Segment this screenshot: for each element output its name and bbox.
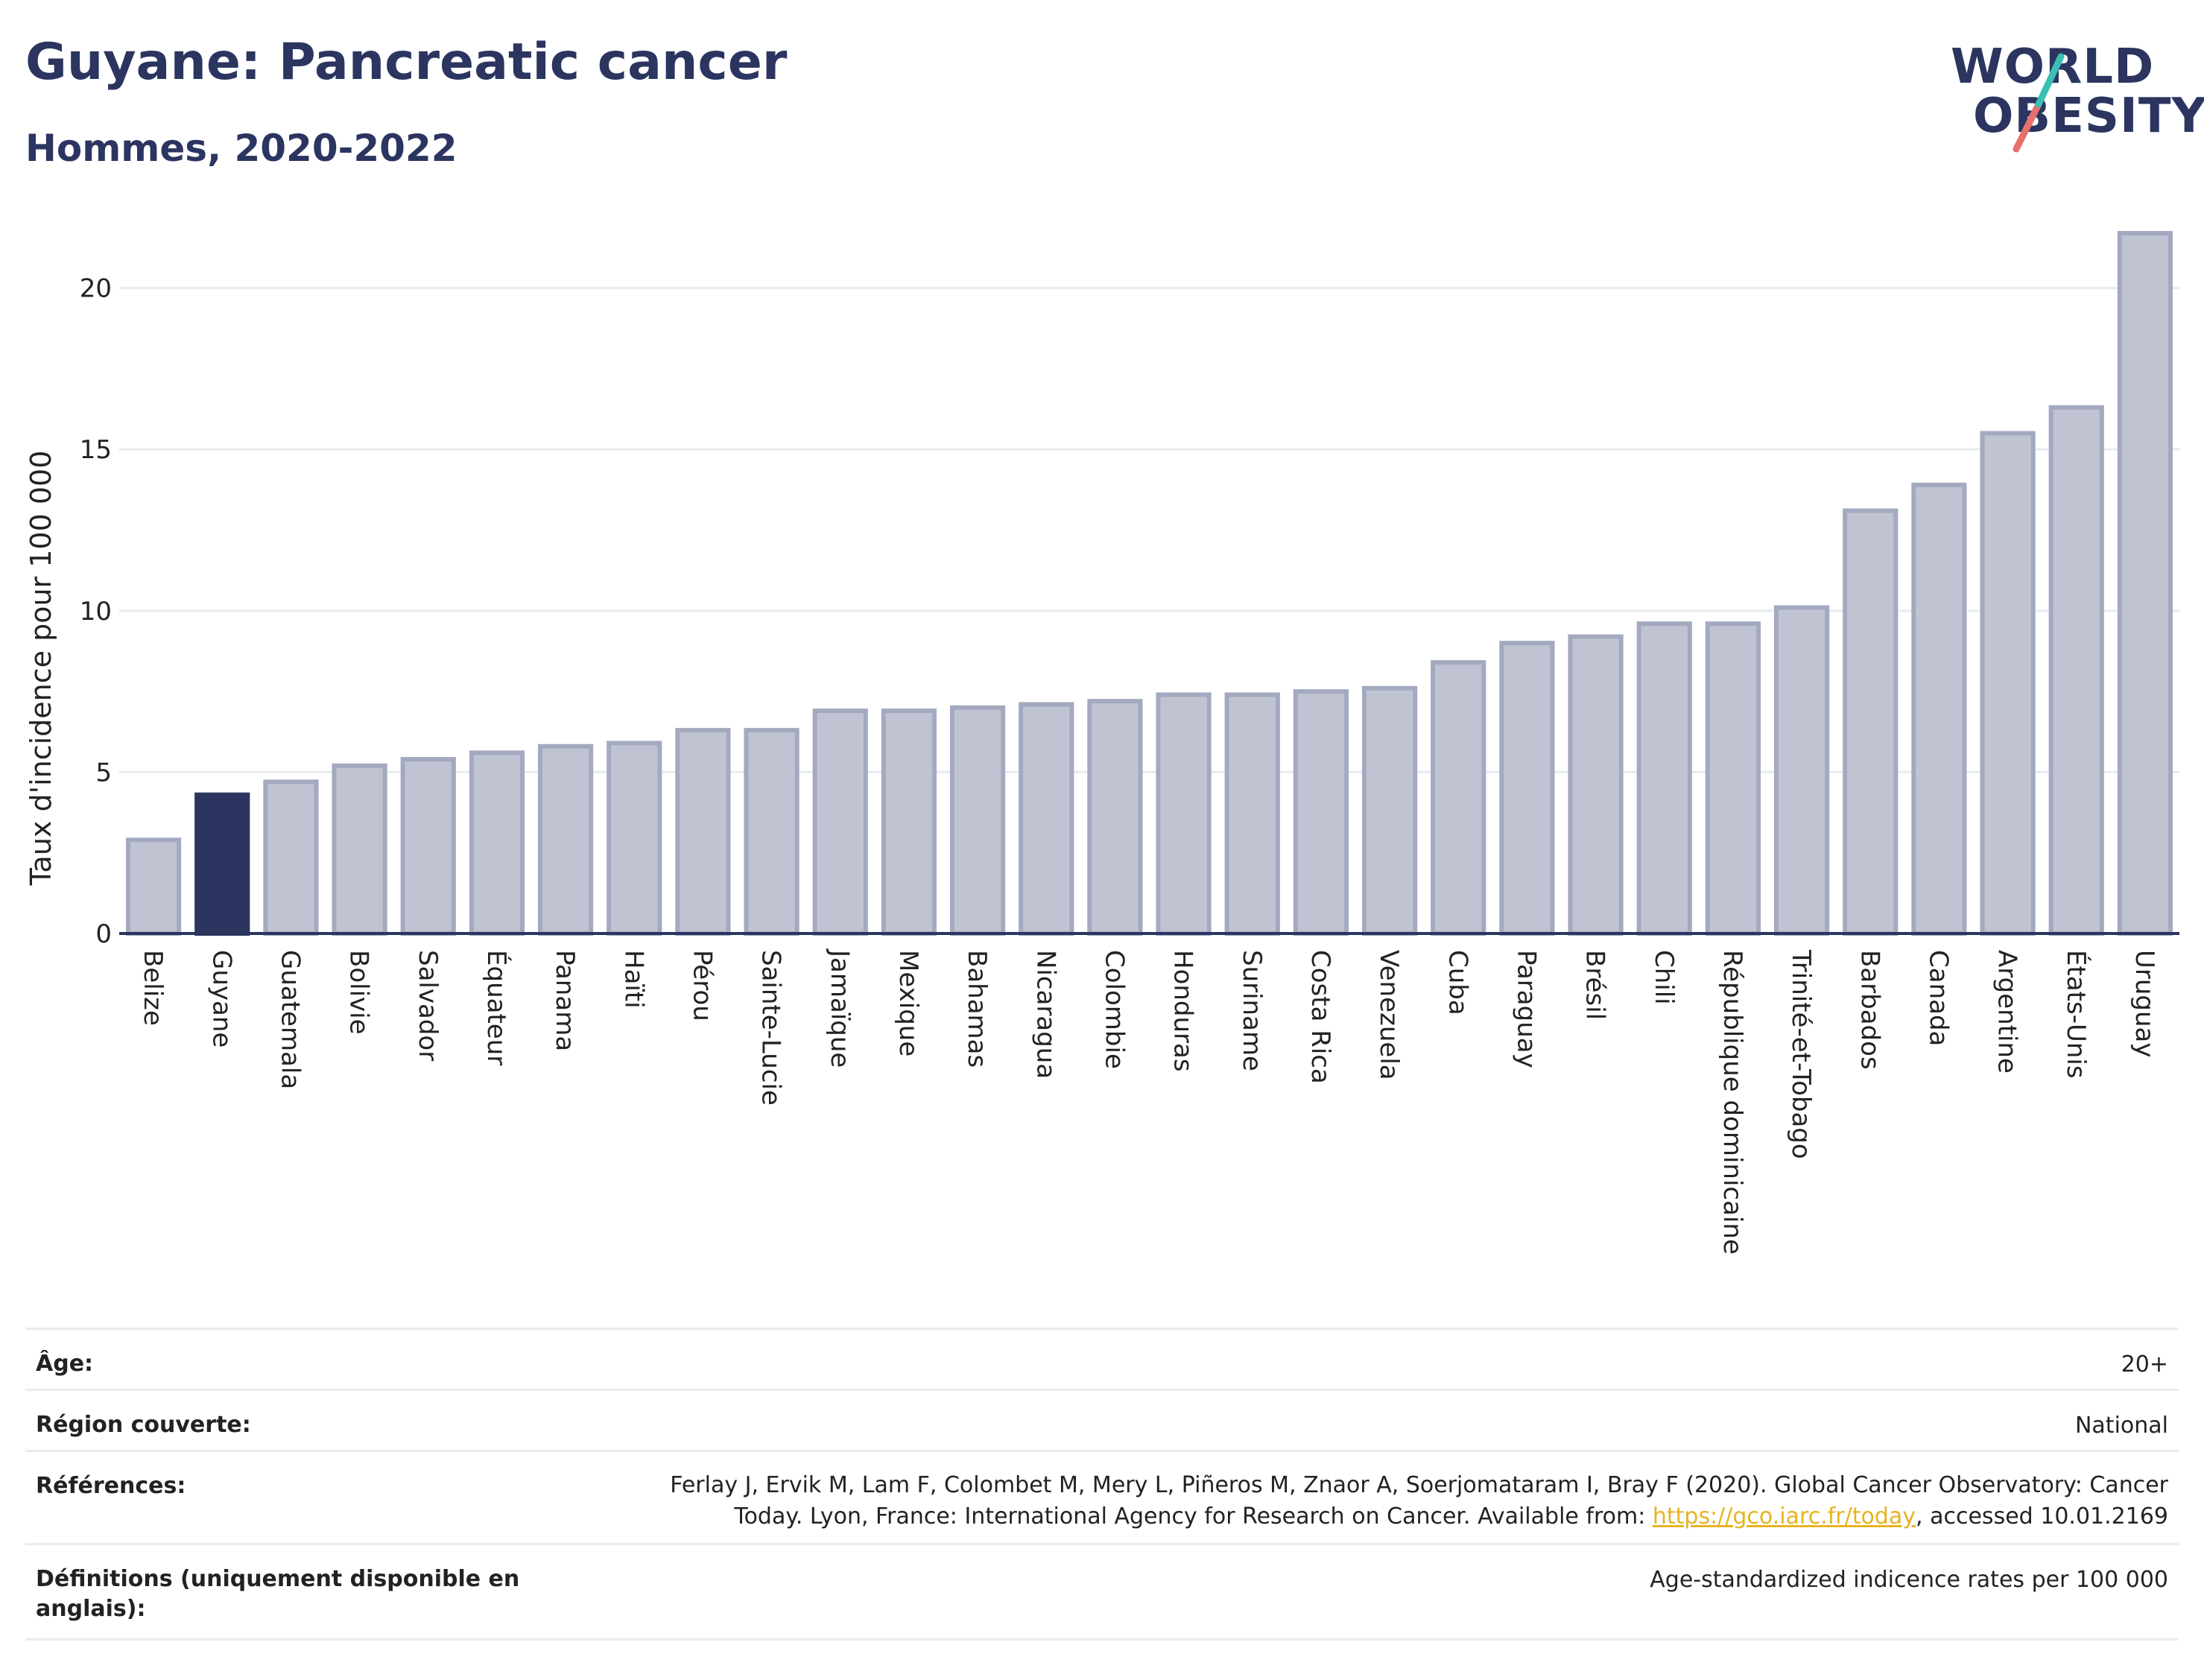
x-tick-label: Costa Rica [1305,950,1335,1084]
bar-sainte-lucie [744,728,799,936]
x-tick-label: États-Unis [2061,950,2091,1079]
logo-line-2: OBESITY [1973,89,2204,144]
bar-belize [125,837,182,936]
definitions-label-line-1: Définitions (uniquement disponible en [36,1566,520,1592]
definitions-value: Age-standardized indicence rates per 100… [1650,1567,2168,1593]
bar-ha-ti [607,741,662,936]
chart-subtitle: Hommes, 2020-2022 [25,127,457,170]
bar-venezuela [1361,685,1418,936]
bar-guyane [194,792,250,936]
bar--tats-unis [2048,405,2104,936]
x-tick-label: Sainte-Lucie [756,950,786,1106]
x-tick-label: Paraguay [1511,950,1541,1068]
y-axis-label: Taux d'incidence pour 100 000 [25,451,57,887]
references-link[interactable]: https://gco.iarc.fr/today [1652,1503,1916,1530]
chart-title: Guyane: Pancreatic cancer [25,33,788,92]
table-row-references: Références: Ferlay J, Ervik M, Lam F, Co… [25,1450,2179,1545]
references-line-2-text: Today. Lyon, France: International Agenc… [734,1503,1653,1530]
bar-barbados [1843,508,1899,936]
x-tick-label: Bahamas [962,950,992,1068]
x-tick-label: Panama [550,950,580,1051]
x-tick-label: Nicaragua [1030,950,1060,1079]
x-tick-label: Salvador [413,950,443,1061]
bar-honduras [1156,692,1212,936]
y-tick-label-20: 20 [80,274,112,304]
references-line-1: Ferlay J, Ervik M, Lam F, Colombet M, Me… [670,1472,2168,1498]
table-row-region: Région couverte: National [25,1389,2179,1452]
x-tick-label: Guatemala [275,950,305,1089]
x-tick-label: Belize [138,950,168,1026]
x-tick-label: Colombie [1099,950,1129,1069]
x-tick-label: Haïti [618,950,648,1009]
y-tick-label-5: 5 [95,758,112,787]
logo-slash-icon [2013,53,2065,153]
bar-br-sil [1568,634,1624,936]
x-tick-label: Argentine [1992,950,2022,1074]
references-value: Ferlay J, Ervik M, Lam F, Colombet M, Me… [670,1470,2168,1532]
y-tick-label-10: 10 [80,597,112,627]
bar-chart: 0 5 10 15 20 Taux d'incidence pour 100 000 Bel… [25,230,2179,1255]
bar-salvador [400,757,456,936]
references-label: Références: [36,1473,186,1499]
bar-jama-que [812,709,868,936]
bar-bolivie [332,763,387,936]
bar-suriname [1224,692,1280,936]
bar-mexique [881,709,937,936]
x-tick-label: Pérou [687,950,717,1021]
references-line-2-end: , accessed 10.01.2169 [1916,1503,2168,1530]
bar-guatemala [263,779,319,936]
bar-p-rou [675,728,731,936]
bar-paraguay [1499,641,1555,936]
bar-canada [1911,482,1967,936]
x-tick-label: Chili [1649,950,1679,1005]
x-tick-label: Jamaïque [825,948,855,1068]
y-tick-label-15: 15 [80,435,112,465]
bar-nicaragua [1019,702,1074,936]
x-tick-label: Trinité-et-Tobago [1786,949,1816,1159]
x-tick-label: Uruguay [2129,950,2159,1058]
x-tick-label: Bolivie [344,950,374,1035]
x-tick-label: Honduras [1168,950,1198,1072]
x-tick-label: Suriname [1237,950,1267,1071]
world-obesity-logo: WORLD OBESITY [1945,30,2204,164]
region-label: Région couverte: [36,1412,251,1438]
bar-uruguay [2117,230,2173,936]
x-tick-label: Guyane [206,950,236,1047]
x-tick-label: Équateur [481,950,512,1065]
bar-colombie [1087,699,1143,936]
bar-chili [1636,621,1692,936]
definitions-label-line-2: anglais): [36,1596,146,1622]
definitions-label: Définitions (uniquement disponible en an… [36,1565,519,1624]
x-tick-label: Venezuela [1374,950,1404,1080]
x-tick-label: Brésil [1580,950,1610,1020]
age-value: 20+ [2121,1351,2168,1378]
bar-argentine [1980,431,2036,936]
references-line-2: Today. Lyon, France: International Agenc… [670,1501,2168,1532]
x-tick-label: Barbados [1855,950,1884,1070]
x-tick-label: Canada [1923,950,1953,1046]
x-tick-label: République dominicaine [1717,950,1747,1255]
table-row-age: Âge: 20+ [25,1328,2179,1391]
bar-r-publique-dominicaine [1705,621,1761,936]
table-row-definitions: Définitions (uniquement disponible en an… [25,1543,2179,1641]
region-value: National [2074,1413,2168,1439]
bar--quateur [469,750,525,936]
x-tick-label: Cuba [1443,950,1472,1015]
bar-panama [537,744,594,936]
bar-trinit-et-tobago [1773,605,1830,936]
y-tick-label-0: 0 [95,919,112,949]
bar-cuba [1431,660,1486,936]
x-tick-label: Mexique [893,950,923,1056]
bar-costa-rica [1293,689,1349,936]
bar-bahamas [949,705,1006,936]
age-label: Âge: [36,1351,94,1377]
